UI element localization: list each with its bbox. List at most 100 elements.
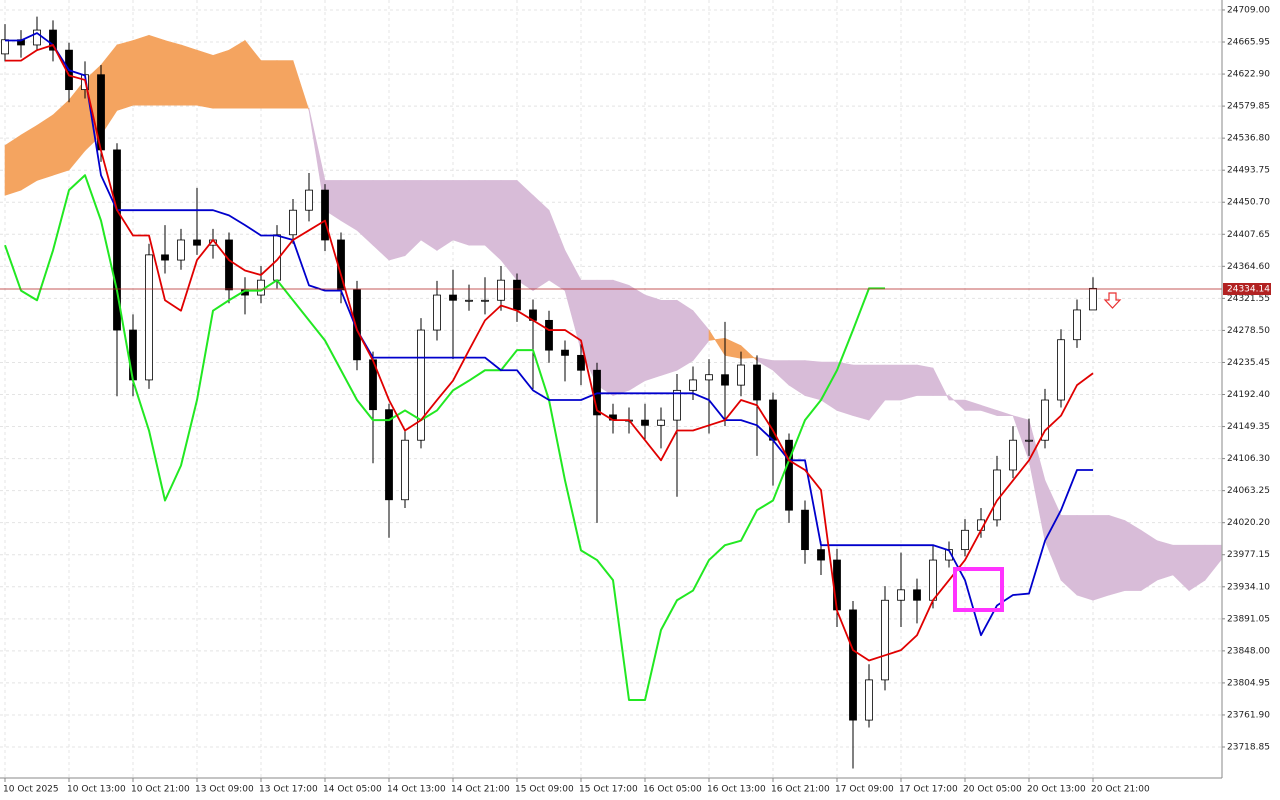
cloud-segment <box>1076 515 1094 601</box>
candle-body <box>1089 287 1097 311</box>
y-tick-label: 24450.70 <box>1227 198 1270 208</box>
cloud-segment <box>612 279 630 396</box>
x-tick-label: 13 Oct 09:00 <box>195 785 254 795</box>
candle-body <box>497 279 505 301</box>
x-tick-label: 10 Oct 2025 <box>3 785 59 795</box>
y-tick-label: 24063.25 <box>1227 486 1270 496</box>
cloud-segment <box>516 179 534 292</box>
candle-body <box>321 189 329 241</box>
x-tick-label: 20 Oct 21:00 <box>1091 785 1150 795</box>
candle-body <box>657 419 665 426</box>
x-tick-label: 20 Oct 05:00 <box>963 785 1022 795</box>
candle-body <box>913 589 921 601</box>
x-tick-label: 14 Oct 05:00 <box>323 785 382 795</box>
axis-layer: 24709.00 24665.95 24622.90 24579.85 24536.80… <box>3 5 1271 795</box>
price-label-box <box>1223 283 1271 296</box>
candle-body <box>561 349 569 356</box>
y-tick-label: 23718.85 <box>1227 742 1270 752</box>
y-tick-label: 24493.75 <box>1227 166 1270 176</box>
candle-body <box>849 609 857 721</box>
candle-body <box>161 254 169 261</box>
x-tick-label: 17 Oct 17:00 <box>899 785 958 795</box>
cloud-segment <box>1156 540 1174 581</box>
x-tick-label: 17 Oct 09:00 <box>835 785 894 795</box>
y-tick-label: 24020.20 <box>1227 518 1270 528</box>
candle-layer <box>1 16 1097 769</box>
cloud-segment <box>884 364 902 401</box>
candle-body <box>705 374 713 381</box>
candle-body <box>49 29 57 51</box>
candle-body <box>1041 399 1049 441</box>
cloud-segment <box>260 60 278 109</box>
cloud-segment <box>228 39 246 109</box>
candle-body <box>449 294 457 301</box>
y-tick-label: 23761.90 <box>1227 710 1270 720</box>
cloud-segment <box>676 299 694 371</box>
candle-body <box>1025 439 1033 442</box>
candle-body <box>721 374 729 386</box>
y-tick-label: 24321.55 <box>1227 294 1270 304</box>
sell-arrow <box>1103 292 1122 309</box>
y-tick-label: 24192.40 <box>1227 390 1270 400</box>
candle-body <box>737 364 745 386</box>
cloud-segment <box>212 49 230 109</box>
candle-body <box>353 289 361 361</box>
candle-body <box>145 254 153 381</box>
cloud-segment <box>4 134 22 196</box>
cloud-segment <box>148 34 166 106</box>
candle-body <box>257 279 265 296</box>
y-tick-label: 24622.90 <box>1227 70 1270 80</box>
candle-body <box>465 299 473 302</box>
candle-body <box>673 389 681 421</box>
cloud-segment <box>804 360 822 401</box>
candle-body <box>401 439 409 501</box>
y-tick-label: 24149.35 <box>1227 422 1270 432</box>
cloud-segment <box>1092 515 1110 601</box>
candle-body <box>1 39 9 55</box>
candle-body <box>993 469 1001 521</box>
x-tick-label: 16 Oct 05:00 <box>643 785 702 795</box>
cloud-segment <box>468 180 486 246</box>
candle-body <box>385 409 393 501</box>
price-label: 24334.14 <box>1227 285 1270 295</box>
cloud-segment <box>1108 514 1126 596</box>
cloud-segment <box>1124 520 1142 591</box>
candle-body <box>961 529 969 551</box>
candle-body <box>513 279 521 311</box>
x-tick-label: 20 Oct 13:00 <box>1027 785 1086 795</box>
candle-body <box>433 294 441 331</box>
grid-layer <box>0 0 1222 778</box>
y-tick-label: 24579.85 <box>1227 102 1270 112</box>
cloud-segment <box>628 284 646 391</box>
y-tick-label: 24364.60 <box>1227 262 1270 272</box>
x-tick-label: 10 Oct 21:00 <box>131 785 190 795</box>
y-tick-label: 24235.45 <box>1227 358 1270 368</box>
candle-body <box>193 239 201 246</box>
cloud-segment <box>20 124 38 191</box>
cloud-segment <box>420 180 438 251</box>
chikou-line <box>4 174 885 701</box>
candle-body <box>113 149 121 331</box>
cloud-segment <box>532 194 550 292</box>
candle-body <box>1057 339 1065 401</box>
candle-body <box>929 559 937 601</box>
cloud-segment <box>452 180 470 246</box>
cloud-segment <box>1140 529 1158 592</box>
y-tick-label: 24278.50 <box>1227 326 1270 336</box>
cloud-segment <box>852 364 870 421</box>
x-tick-label: 16 Oct 21:00 <box>771 785 830 795</box>
candle-body <box>577 354 585 371</box>
cloud-segment <box>388 180 406 261</box>
kijun-line <box>5 32 1093 637</box>
cloud-segment <box>836 361 854 417</box>
cloud-segment <box>900 364 918 401</box>
candle-body <box>1073 309 1081 341</box>
x-tick-label: 13 Oct 17:00 <box>259 785 318 795</box>
candle-body <box>801 509 809 551</box>
x-tick-label: 16 Oct 13:00 <box>707 785 766 795</box>
candle-body <box>689 379 697 391</box>
candle-body <box>1009 439 1017 471</box>
cloud-segment <box>276 60 294 109</box>
